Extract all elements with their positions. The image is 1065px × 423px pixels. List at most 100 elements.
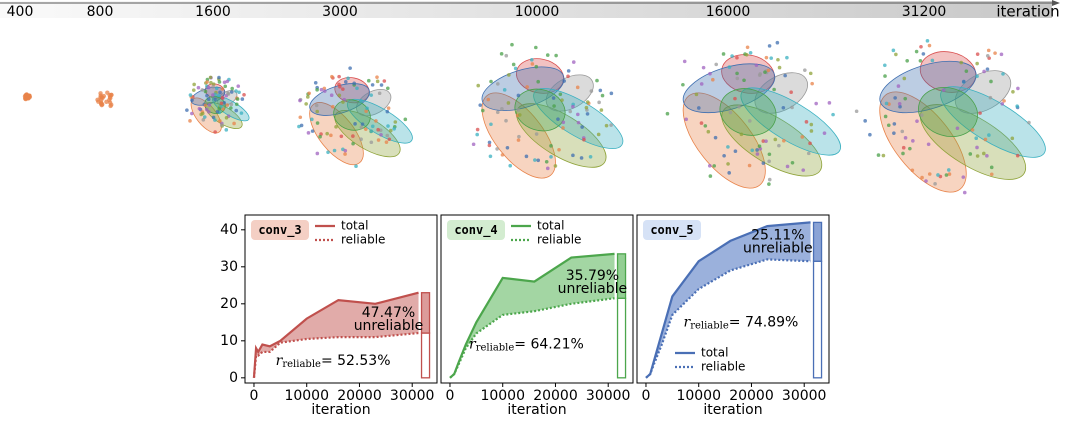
cluster-point [999, 52, 1004, 57]
cluster-point [785, 55, 789, 60]
cluster-point [190, 98, 194, 103]
cluster-point [941, 88, 946, 92]
cluster-point [489, 122, 493, 127]
x-tick-label: 10000 [676, 388, 721, 404]
cluster-point [516, 93, 521, 98]
cluster-point [959, 60, 964, 65]
cluster-point [910, 168, 915, 173]
cluster-point [220, 123, 224, 127]
cluster-point [315, 88, 319, 92]
cluster-point [975, 52, 980, 56]
cluster-point [202, 115, 207, 119]
cluster-point [561, 120, 566, 125]
cluster-point [808, 71, 813, 76]
cluster-point [595, 78, 599, 83]
cluster-point [505, 146, 510, 150]
cluster-point [205, 80, 209, 84]
cluster-point [777, 65, 782, 70]
x-tick-label: 20000 [729, 388, 774, 404]
cluster-point [330, 74, 334, 79]
timeline-tick-label: 800 [87, 4, 114, 20]
cluster-point [767, 152, 772, 157]
cluster-point [727, 171, 731, 175]
cluster-point [315, 121, 320, 125]
cluster-point [892, 131, 896, 135]
cluster-point [325, 131, 329, 136]
cluster-point [755, 148, 759, 152]
cluster-point [925, 39, 930, 43]
cluster-point [897, 102, 902, 106]
cluster-point [511, 62, 516, 67]
cluster-point [306, 95, 310, 99]
gap-area [253, 292, 419, 378]
cluster-point [884, 101, 889, 106]
cluster-point [207, 103, 212, 107]
cluster-ellipse [919, 104, 1027, 180]
cluster-point [747, 163, 752, 168]
cluster-point [585, 100, 590, 104]
cluster-point [891, 48, 896, 53]
cluster-point [757, 144, 762, 148]
cluster-point [314, 103, 319, 108]
cluster-point [475, 127, 480, 132]
cluster-point [903, 96, 908, 101]
cluster-point [739, 132, 744, 137]
cluster-point [337, 93, 342, 98]
cluster-point [777, 143, 781, 148]
cluster-point [224, 128, 229, 132]
cluster-ellipse [533, 88, 624, 149]
cluster-point [217, 75, 221, 80]
cluster-point [978, 111, 982, 115]
cluster-point [96, 99, 101, 104]
cluster-point [100, 95, 105, 100]
cluster-point [898, 104, 902, 109]
cluster-point [733, 149, 738, 154]
cluster-point [900, 129, 905, 134]
cluster-point [488, 154, 493, 159]
cluster-point [100, 102, 105, 107]
cluster-point [377, 91, 382, 96]
cluster-point [298, 98, 302, 103]
cluster-point [665, 111, 670, 116]
cluster-point [369, 93, 374, 97]
cluster-point [761, 161, 766, 165]
cluster-point [386, 106, 391, 110]
cluster-point [767, 44, 772, 48]
cluster-point [989, 79, 993, 84]
cluster-point [211, 93, 215, 97]
cluster-point [506, 101, 511, 105]
cluster-point [767, 159, 771, 164]
cluster-point [353, 122, 357, 126]
cluster-point [359, 137, 363, 142]
cluster-point [920, 175, 924, 180]
cluster-point [232, 121, 236, 126]
cluster-point [721, 52, 726, 56]
cluster-point [504, 118, 508, 123]
cluster-point [529, 58, 534, 62]
cluster-point [337, 74, 341, 79]
cluster-point [790, 160, 795, 165]
cluster-point [790, 105, 794, 110]
cluster-point [385, 133, 390, 138]
cluster-point [525, 85, 529, 89]
cluster-point [714, 62, 719, 67]
cluster-point [207, 110, 211, 114]
cluster-point [571, 60, 576, 64]
cluster-point [385, 109, 390, 114]
timeline-tick-label: 400 [7, 4, 34, 20]
cluster-point [684, 117, 689, 122]
cluster-point [203, 103, 208, 108]
cluster-ellipse [481, 66, 565, 111]
cluster-point [742, 78, 746, 83]
cluster-ellipse [309, 102, 364, 166]
y-tick-label: 10 [220, 333, 238, 349]
cluster-point [315, 151, 320, 156]
cluster-point [230, 86, 234, 91]
cluster-point [218, 119, 222, 123]
cluster-point [946, 168, 951, 172]
cluster-point [809, 129, 814, 133]
cluster-point [192, 82, 196, 87]
cluster-point [554, 53, 558, 58]
cluster-point [975, 61, 979, 66]
cluster-point [892, 122, 897, 126]
